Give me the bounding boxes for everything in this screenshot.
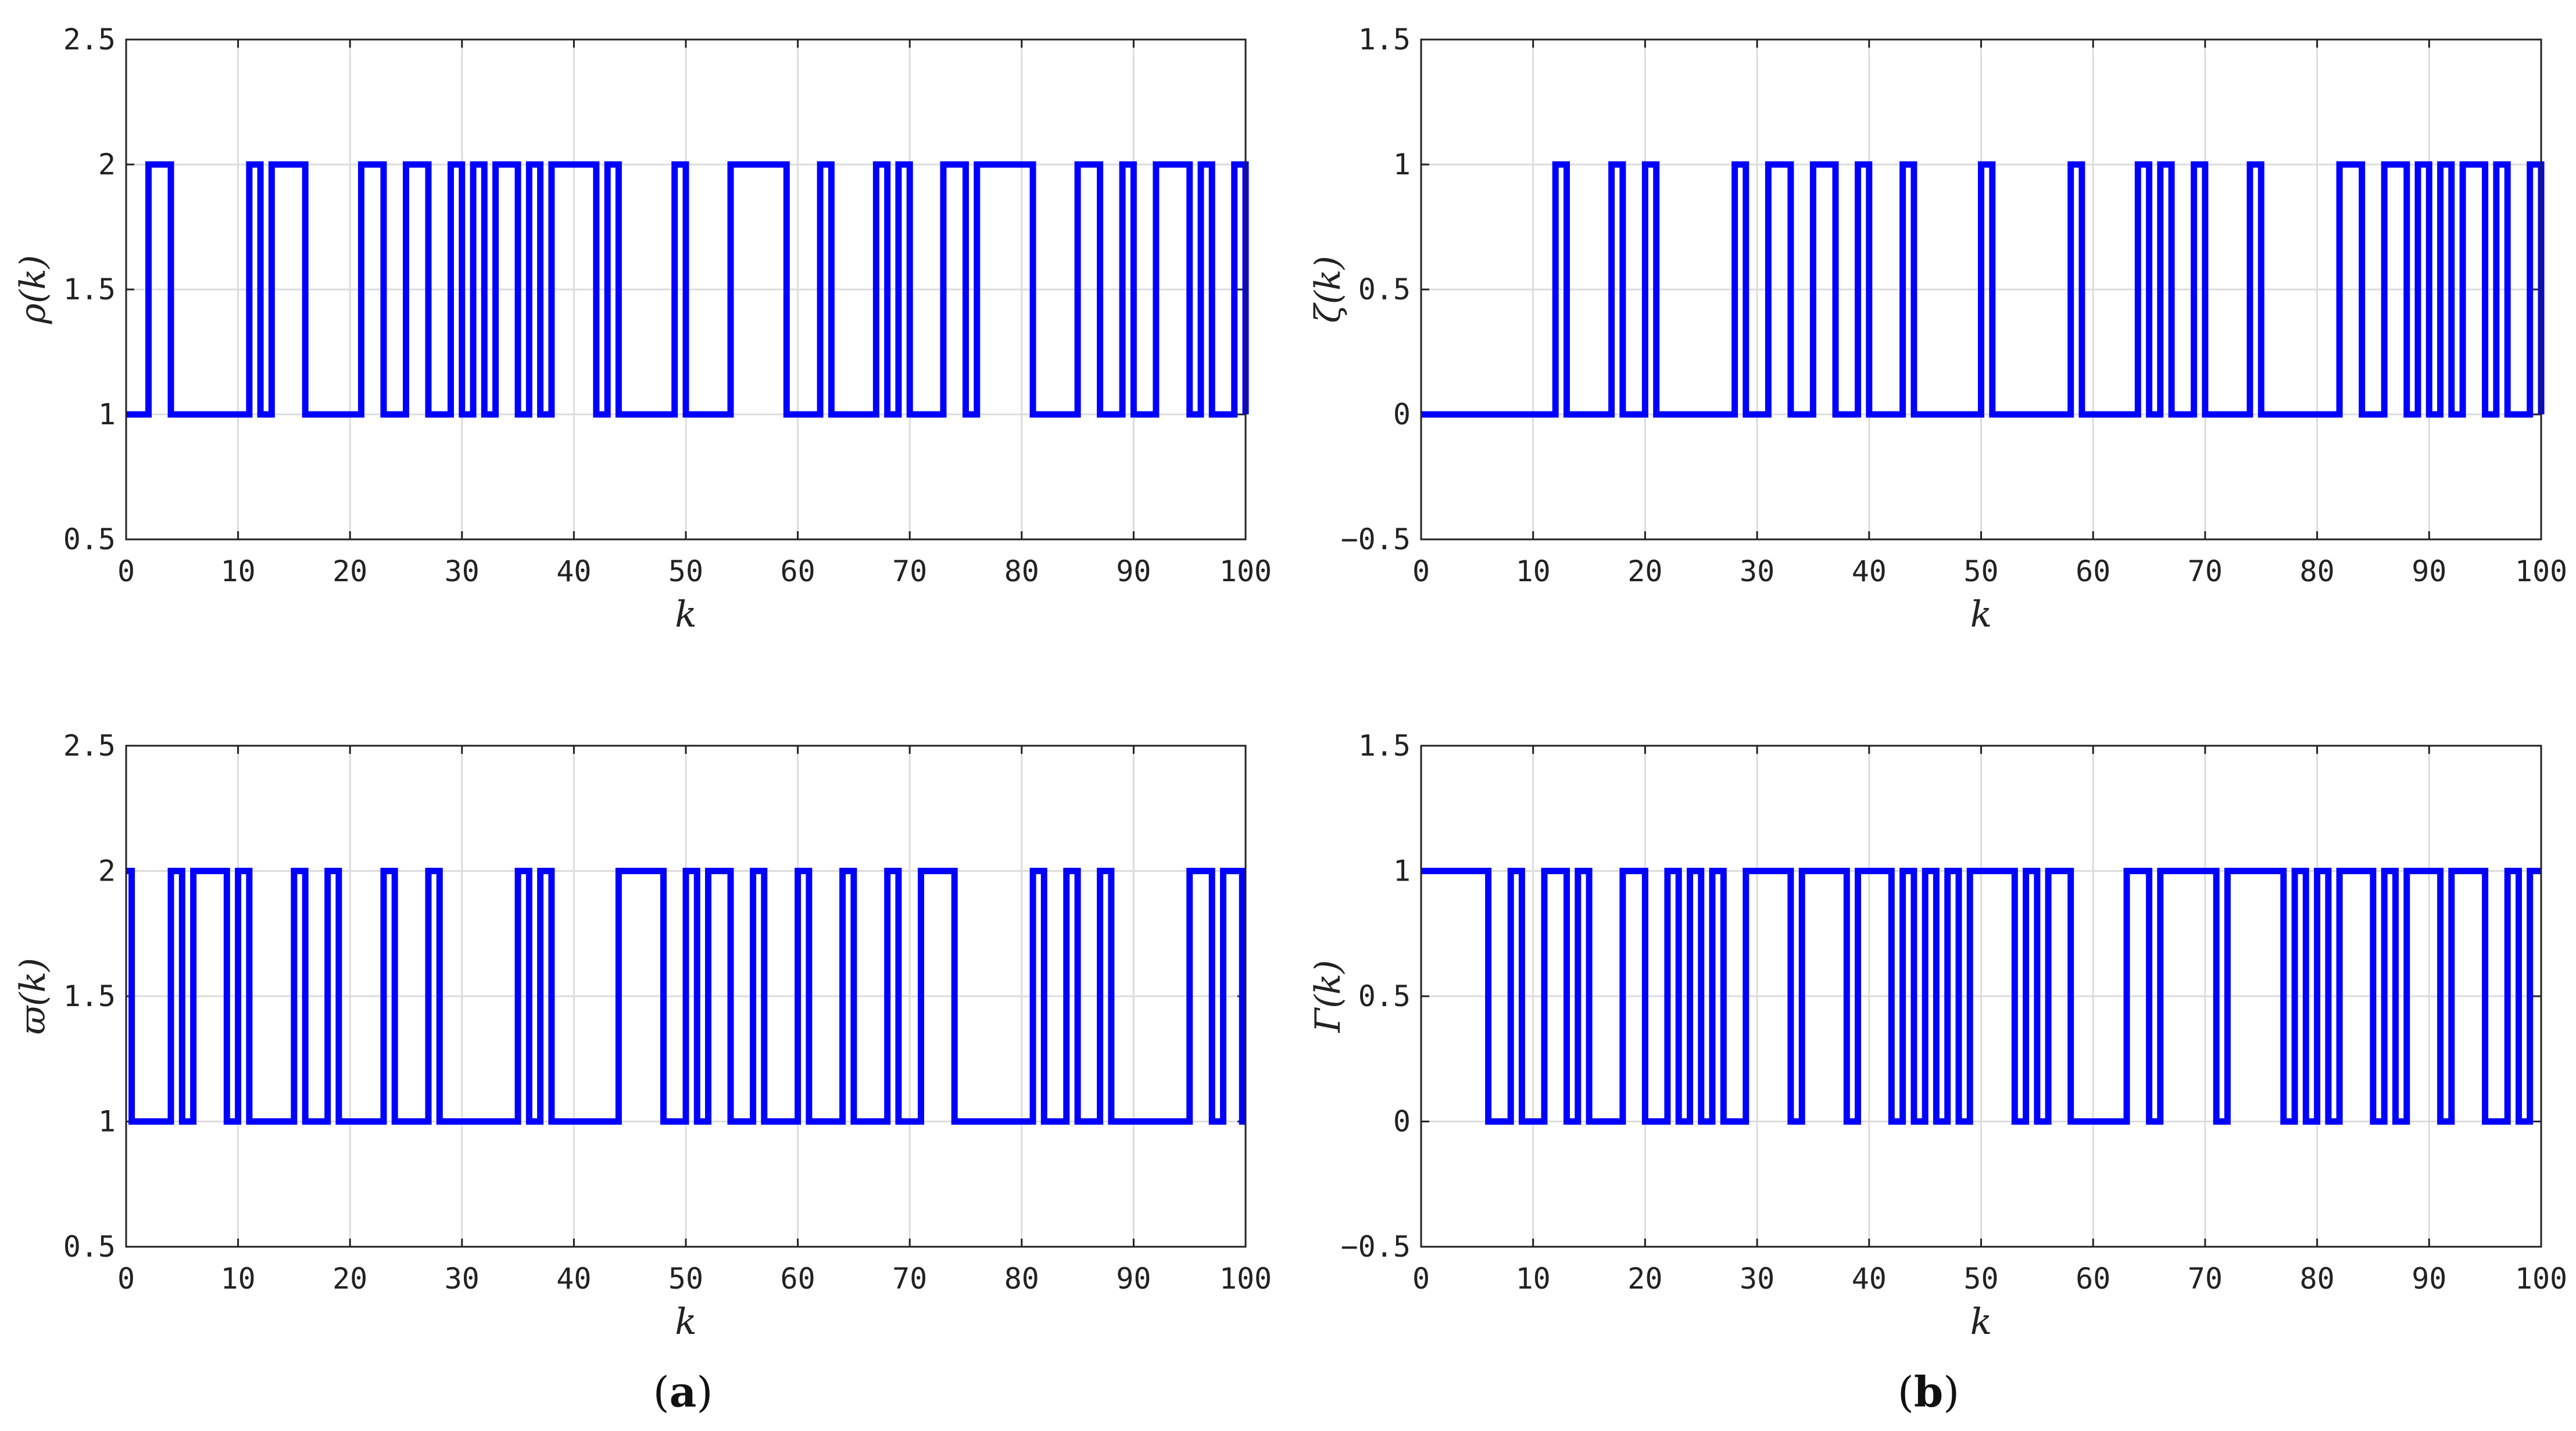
axes-frame	[125, 38, 1247, 541]
y-tick-label: 1	[1393, 854, 1411, 888]
y-tick-label: −0.5	[1341, 1230, 1411, 1264]
x-tick-label: 20	[1627, 1262, 1662, 1296]
x-tick-label: 70	[2188, 1262, 2223, 1296]
x-tick-label: 50	[1963, 554, 1998, 588]
y-tick-label: 2	[98, 854, 116, 888]
chart-panel-b-bottom: 0 10 20 30 40 50 60 70 80 90 100−0.500.511.5kΓ(k)	[1308, 729, 2567, 1343]
x-tick-label: 80	[2299, 554, 2334, 588]
y-axis-label: Γ(k)	[1308, 960, 1348, 1033]
x-axis-label: k	[1970, 1300, 1992, 1343]
x-axis-label: k	[1970, 593, 1992, 635]
x-tick-label: 10	[1516, 1262, 1551, 1296]
x-axis-label: k	[675, 593, 697, 635]
y-tick-label: 2	[98, 148, 116, 181]
y-tick-label: 0.5	[1358, 979, 1411, 1013]
y-tick-label: 1	[98, 398, 116, 431]
series-line	[126, 868, 1246, 1125]
x-tick-label: 10	[1516, 554, 1551, 588]
x-tick-label: 10	[220, 1262, 255, 1296]
x-tick-label: 30	[1740, 1262, 1774, 1296]
y-tick-label: 0.5	[63, 523, 116, 556]
x-tick-label: 30	[445, 554, 480, 588]
x-tick-label: 30	[445, 1262, 480, 1296]
series-line	[1421, 161, 2545, 418]
y-tick-label: 1	[1393, 148, 1411, 181]
y-tick-label: 0.5	[1358, 273, 1411, 306]
x-tick-label: 80	[2299, 1262, 2334, 1296]
x-tick-label: 70	[2188, 554, 2223, 588]
x-tick-label: 100	[1219, 554, 1272, 588]
y-tick-label: 2.5	[63, 23, 116, 56]
series-line	[1421, 868, 2541, 1125]
x-tick-label: 0	[117, 1262, 135, 1296]
x-tick-label: 100	[2515, 1262, 2567, 1296]
x-tick-label: 80	[1004, 554, 1039, 588]
x-tick-label: 90	[1116, 1262, 1151, 1296]
y-tick-label: 1	[98, 1105, 116, 1139]
x-tick-label: 60	[780, 1262, 815, 1296]
panel-label-a: (a)	[653, 1367, 713, 1416]
series-line	[126, 161, 1249, 418]
x-tick-label: 70	[892, 1262, 927, 1296]
x-tick-label: 50	[668, 1262, 703, 1296]
x-tick-label: 60	[780, 554, 815, 588]
axes-frame	[1420, 38, 2542, 541]
chart-panel-b-top: 0 10 20 30 40 50 60 70 80 90 100−0.500.511.5kζ(k)	[1308, 23, 2567, 635]
x-tick-label: 90	[1116, 554, 1151, 588]
x-tick-label: 90	[2412, 1262, 2446, 1296]
axes-frame	[125, 745, 1247, 1248]
x-tick-label: 50	[668, 554, 703, 588]
y-tick-label: 1.5	[63, 979, 116, 1013]
x-tick-label: 50	[1963, 1262, 1998, 1296]
panel-label-b: (b)	[1898, 1367, 1960, 1416]
y-axis-label: ϖ(k)	[13, 958, 53, 1035]
y-tick-label: −0.5	[1341, 523, 1411, 556]
x-tick-label: 40	[1852, 1262, 1887, 1296]
x-tick-label: 20	[1627, 554, 1662, 588]
chart-panel-a-top: 0 10 20 30 40 50 60 70 80 90 100 0.5 1 1.5 2 2.5 k ρ(k)	[13, 23, 1272, 635]
x-tick-label: 80	[1004, 1262, 1039, 1296]
x-tick-label: 10	[220, 554, 255, 588]
y-tick-label: 0	[1393, 1105, 1411, 1139]
x-axis-label: k	[675, 1300, 697, 1343]
x-tick-label: 40	[1852, 554, 1887, 588]
x-tick-label: 0	[117, 554, 135, 588]
x-tick-label: 40	[556, 1262, 591, 1296]
y-tick-label: 0	[1393, 398, 1411, 431]
x-tick-label: 60	[2076, 1262, 2110, 1296]
y-tick-label: 0.5	[63, 1230, 116, 1264]
x-tick-label: 0	[1412, 554, 1430, 588]
y-axis-label: ζ(k)	[1308, 256, 1348, 323]
x-tick-label: 0	[1412, 1262, 1430, 1296]
axes-frame	[1420, 745, 2542, 1248]
x-tick-label: 20	[332, 554, 367, 588]
x-tick-label: 40	[556, 554, 591, 588]
y-tick-label: 2.5	[63, 729, 116, 763]
chart-panel-a-bottom: 0 10 20 30 40 50 60 70 80 90 100 0.5 1 1.5 2 2.5 k ϖ(k)	[13, 729, 1272, 1343]
x-tick-label: 100	[1219, 1262, 1272, 1296]
x-tick-label: 100	[2515, 554, 2567, 588]
y-axis-label: ρ(k)	[13, 255, 53, 324]
x-tick-label: 70	[892, 554, 927, 588]
x-tick-label: 60	[2076, 554, 2110, 588]
x-tick-label: 30	[1740, 554, 1774, 588]
y-tick-label: 1.5	[1358, 23, 1411, 56]
x-tick-label: 20	[332, 1262, 367, 1296]
x-tick-label: 90	[2412, 554, 2446, 588]
y-tick-label: 1.5	[1358, 729, 1411, 763]
y-tick-label: 1.5	[63, 273, 116, 306]
